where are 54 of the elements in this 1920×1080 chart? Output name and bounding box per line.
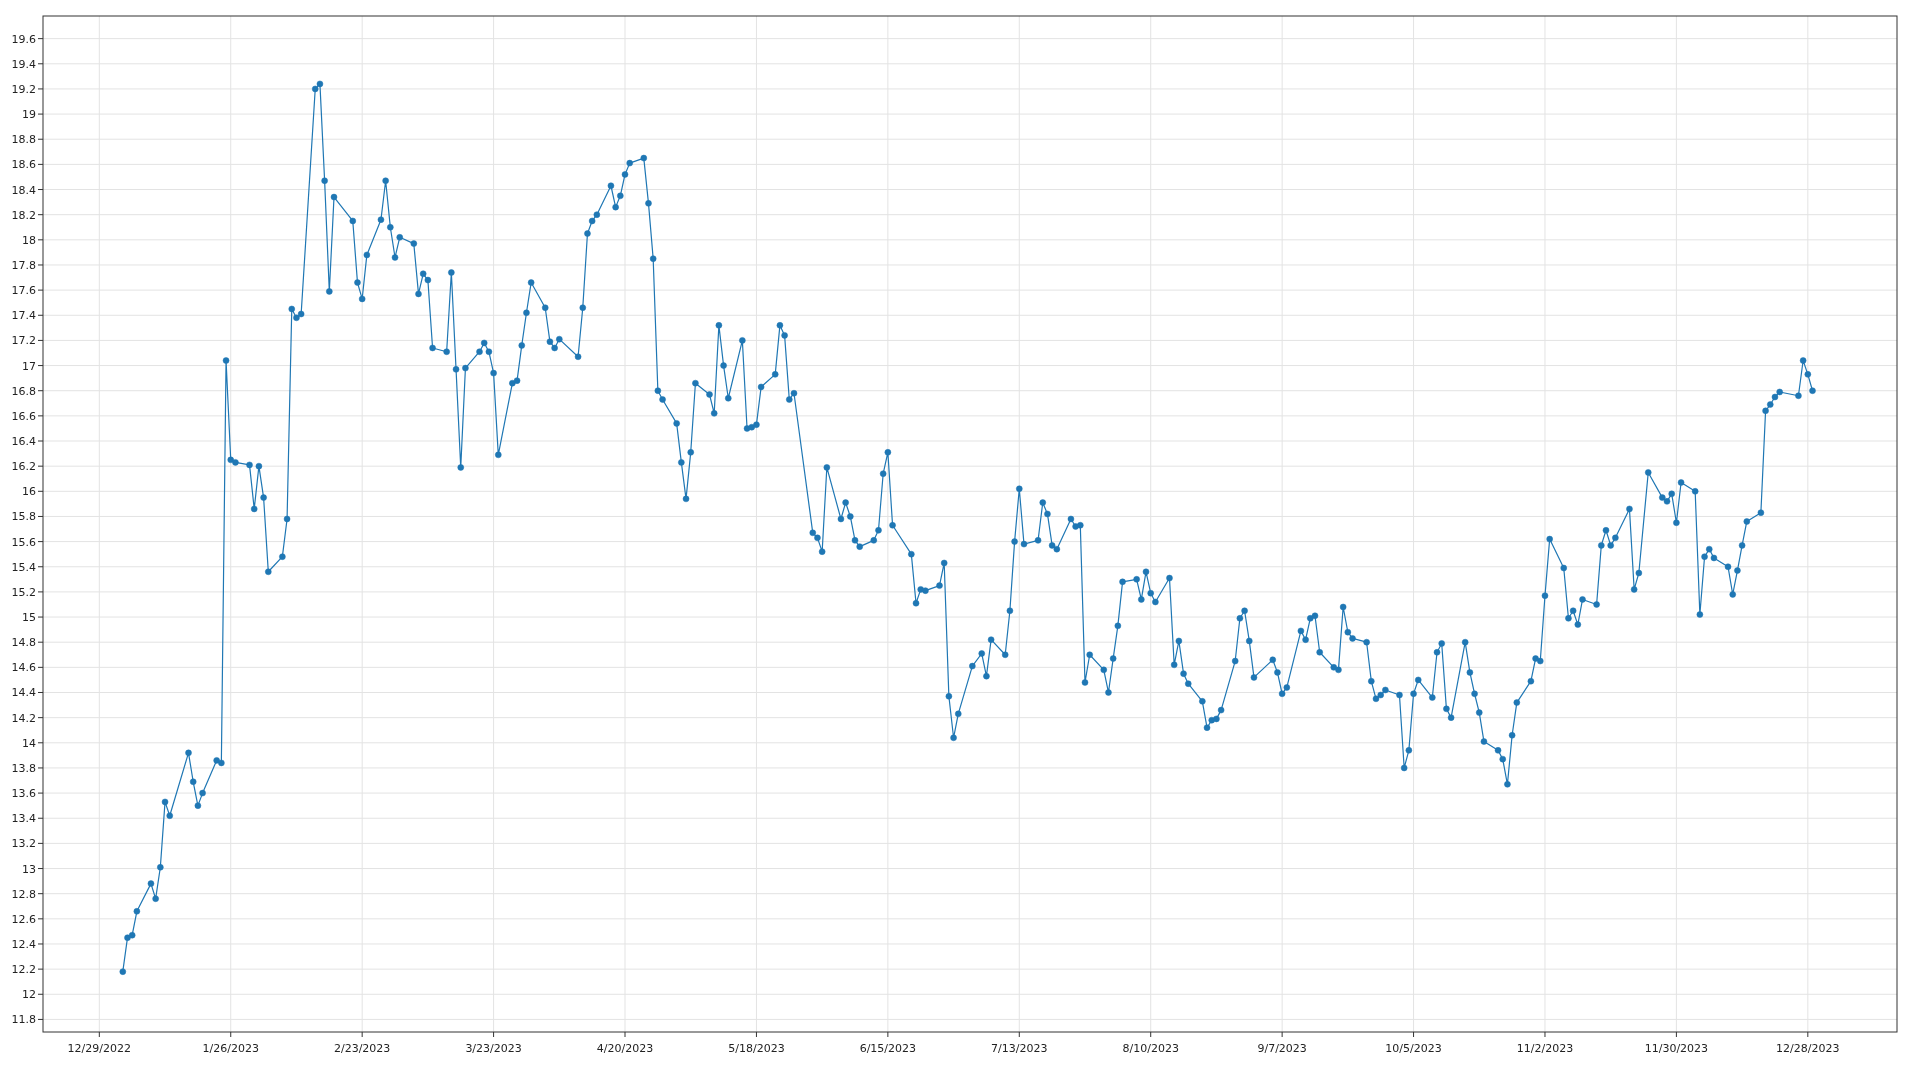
y-tick-label: 17.2 xyxy=(11,334,36,348)
y-tick-label: 18 xyxy=(22,233,36,247)
y-tick-label: 15 xyxy=(22,611,36,625)
y-tick-label: 16 xyxy=(22,485,36,499)
y-tick-label: 14.4 xyxy=(11,686,36,700)
y-tick-label: 14.6 xyxy=(11,661,36,675)
x-tick-label: 11/30/2023 xyxy=(1644,1042,1709,1055)
x-tick-label: 12/28/2023 xyxy=(1776,1042,1840,1055)
y-tick-label: 13.8 xyxy=(11,761,36,775)
y-tick-label: 18.6 xyxy=(11,158,36,172)
x-tick-label: 5/18/2023 xyxy=(728,1042,785,1055)
y-tick-label: 13.2 xyxy=(11,837,36,851)
x-tick-label: 6/15/2023 xyxy=(859,1042,917,1055)
y-tick-label: 16.8 xyxy=(11,384,36,398)
y-tick-label: 13.6 xyxy=(11,787,36,801)
y-tick-label: 19.6 xyxy=(11,32,36,46)
y-tick-label: 18.8 xyxy=(11,133,36,147)
x-tick-label: 4/20/2023 xyxy=(596,1042,654,1055)
y-tick-label: 12.4 xyxy=(11,937,36,951)
y-tick-label: 15.4 xyxy=(11,560,36,574)
y-tick-label: 12.6 xyxy=(11,912,36,926)
y-tick-label: 17.6 xyxy=(11,284,36,298)
y-tick-label: 18.4 xyxy=(11,183,36,197)
x-tick-label: 9/7/2023 xyxy=(1257,1042,1307,1055)
y-tick-label: 17.8 xyxy=(11,258,36,272)
y-tick-label: 16.2 xyxy=(11,460,36,474)
x-tick-label: 1/26/2023 xyxy=(202,1042,259,1055)
x-tick-label: 2/23/2023 xyxy=(333,1042,391,1055)
y-tick-label: 12 xyxy=(22,988,36,1002)
x-tick-label: 11/2/2023 xyxy=(1516,1042,1574,1055)
y-tick-label: 16.6 xyxy=(11,409,36,423)
y-tick-label: 19.4 xyxy=(11,57,36,71)
y-tick-label: 19 xyxy=(22,108,36,122)
y-tick-label: 14.8 xyxy=(11,636,36,650)
y-tick-label: 13.4 xyxy=(11,812,36,826)
y-tick-label: 19.2 xyxy=(11,82,36,96)
y-tick-label: 16.4 xyxy=(11,435,36,449)
x-tick-label: 12/29/2022 xyxy=(67,1042,132,1055)
x-tick-label: 3/23/2023 xyxy=(465,1042,522,1055)
x-tick-label: 7/13/2023 xyxy=(991,1042,1048,1055)
y-tick-label: 15.6 xyxy=(11,535,36,549)
y-tick-label: 11.8 xyxy=(11,1013,36,1027)
y-tick-label: 18.2 xyxy=(11,208,36,222)
x-tick-label: 8/10/2023 xyxy=(1122,1042,1179,1055)
y-tick-label: 13 xyxy=(22,862,36,876)
x-tick-label: 10/5/2023 xyxy=(1385,1042,1442,1055)
y-tick-label: 15.2 xyxy=(11,585,36,599)
y-tick-label: 17 xyxy=(22,359,36,373)
y-tick-label: 12.2 xyxy=(11,963,36,977)
y-tick-label: 15.8 xyxy=(11,510,36,524)
y-tick-label: 14.2 xyxy=(11,711,36,725)
y-tick-label: 14 xyxy=(22,736,36,750)
y-tick-label: 17.4 xyxy=(11,309,36,323)
y-tick-label: 12.8 xyxy=(11,887,36,901)
